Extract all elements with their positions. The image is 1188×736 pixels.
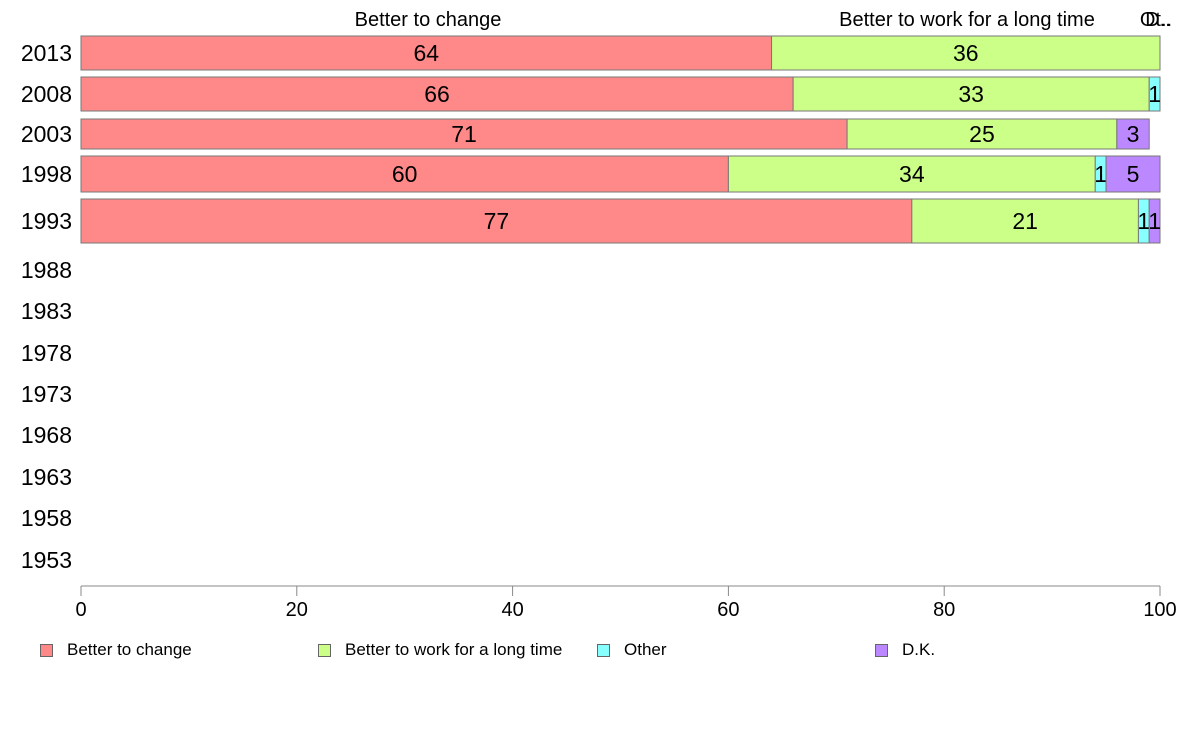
y-tick-label-1988: 1988 — [21, 257, 72, 283]
y-tick-label-1958: 1958 — [21, 505, 72, 531]
x-tick-label-0: 0 — [75, 599, 86, 621]
data-label-2003-series-0: 71 — [451, 121, 477, 147]
x-tick-label-20: 20 — [286, 599, 308, 621]
data-label-2008-series-1: 33 — [958, 81, 984, 107]
bar-2003-series-0 — [80, 118, 848, 150]
y-tick-label-1963: 1963 — [21, 464, 72, 490]
bar-1993-series-0 — [80, 198, 913, 244]
legend-item-other: Other — [597, 640, 667, 660]
x-tick-label-40: 40 — [501, 599, 523, 621]
bar-2013-series-1 — [771, 35, 1161, 71]
legend-item-better-to-change: Better to change — [40, 640, 192, 660]
legend-swatch-other — [597, 643, 610, 657]
top-label-1: Better to work for a long time — [839, 9, 1095, 31]
bar-2003-series-3 — [1116, 118, 1150, 150]
y-tick-label-1953: 1953 — [21, 547, 72, 573]
data-label-1998-series-3: 5 — [1127, 161, 1140, 187]
legend-item-dk: D.K. — [875, 640, 935, 660]
x-tick-label-80: 80 — [933, 599, 955, 621]
data-label-1993-series-3: 1 — [1148, 208, 1161, 234]
y-tick-label-1978: 1978 — [21, 340, 72, 366]
legend-label-better-to-change: Better to change — [67, 640, 192, 659]
y-tick-label-2008: 2008 — [21, 81, 72, 107]
legend-swatch-dk — [875, 643, 888, 657]
data-label-2013-series-0: 64 — [413, 40, 439, 66]
legend-item-better-to-work: Better to work for a long time — [318, 640, 562, 660]
data-label-2003-series-1: 25 — [969, 121, 995, 147]
bar-1993-series-3 — [1148, 198, 1161, 244]
legend-label-better-to-work: Better to work for a long time — [345, 640, 563, 659]
x-tick-label-60: 60 — [717, 599, 739, 621]
top-label-2: Ot.. — [1140, 9, 1172, 31]
y-tick-label-1973: 1973 — [21, 381, 72, 407]
data-label-2003-series-3: 3 — [1127, 121, 1140, 147]
data-label-2008-series-0: 66 — [424, 81, 450, 107]
y-tick-label-1968: 1968 — [21, 422, 72, 448]
data-label-1998-series-1: 34 — [899, 161, 925, 187]
bar-2003-series-1 — [846, 118, 1118, 150]
y-tick-label-2003: 2003 — [21, 121, 72, 147]
data-label-1998-series-0: 60 — [392, 161, 418, 187]
data-label-2013-series-1: 36 — [953, 40, 979, 66]
legend-swatch-better-to-change — [40, 643, 53, 657]
bar-1998-series-1 — [727, 155, 1096, 193]
y-tick-label-1993: 1993 — [21, 208, 72, 234]
legend-swatch-better-to-work — [318, 643, 331, 657]
bar-2008-series-2 — [1148, 76, 1161, 112]
x-tick-label-100: 100 — [1143, 599, 1176, 621]
data-label-1993-series-0: 77 — [484, 208, 510, 234]
legend-label-other: Other — [624, 640, 667, 659]
data-label-1993-series-2: 1 — [1137, 208, 1150, 234]
legend-label-dk: D.K. — [902, 640, 936, 659]
bar-1998-series-0 — [80, 155, 729, 193]
y-tick-label-1998: 1998 — [21, 161, 72, 187]
top-label-0: Better to change — [355, 9, 502, 31]
y-tick-label-1983: 1983 — [21, 298, 72, 324]
top-label-3: D.. — [1145, 9, 1171, 31]
data-label-2008-series-2: 1 — [1148, 81, 1161, 107]
bar-1998-series-3 — [1105, 155, 1161, 193]
y-tick-label-2013: 2013 — [21, 40, 72, 66]
data-label-1993-series-1: 21 — [1012, 208, 1038, 234]
data-label-1998-series-2: 1 — [1094, 161, 1107, 187]
